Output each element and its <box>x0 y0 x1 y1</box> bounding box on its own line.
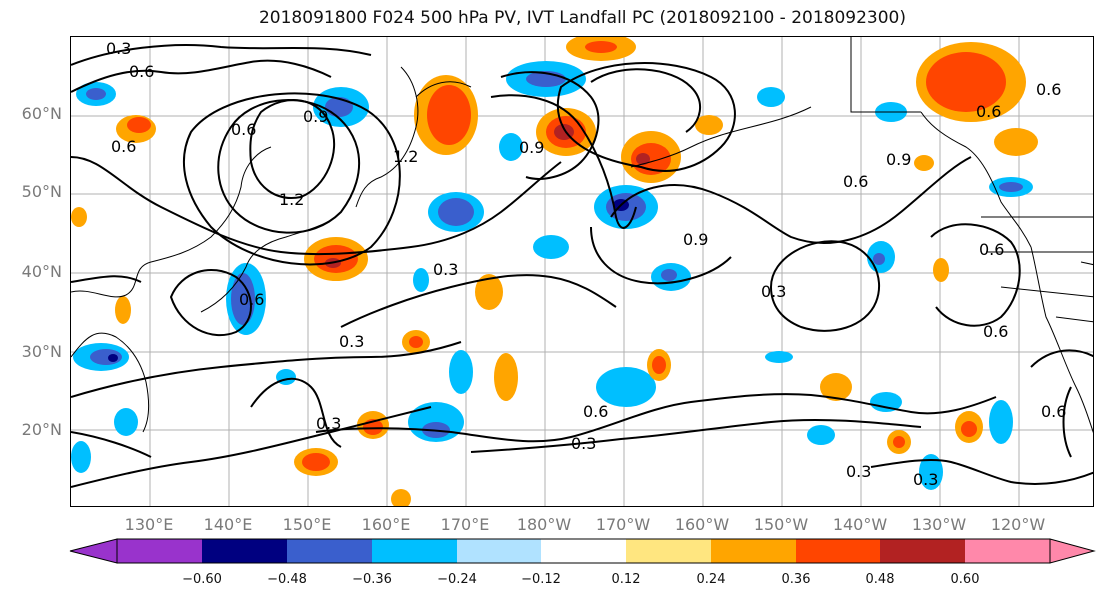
contour-label: 0.3 <box>339 332 364 351</box>
coastlines <box>71 37 1093 434</box>
lon-label-140e: 140°E <box>203 515 253 534</box>
colorbar-tick-label: 0.36 <box>781 572 811 587</box>
colorbar-tick-label: 0.60 <box>950 572 980 587</box>
colorbar-tick-label: −0.48 <box>267 572 307 587</box>
colorbar-tick-label: 0.12 <box>611 572 641 587</box>
contour-label: 0.6 <box>843 172 868 191</box>
contour-label: 0.3 <box>761 282 786 301</box>
colorbar-extend-min <box>69 538 118 564</box>
lon-label-130e: 130°E <box>124 515 174 534</box>
lat-label-30n: 30°N <box>21 342 62 361</box>
contour-label: 0.6 <box>979 240 1004 259</box>
contour-label: 0.6 <box>231 120 256 139</box>
colorbar-tick-label: −0.12 <box>521 572 561 587</box>
pv-shading <box>71 37 1038 506</box>
contour-label: 0.6 <box>129 62 154 81</box>
contour-label: 0.6 <box>239 290 264 309</box>
lon-label-120w: 120°W <box>990 515 1046 534</box>
colorbar-segment <box>711 539 796 563</box>
lon-label-140w: 140°W <box>832 515 888 534</box>
contour-label: 1.2 <box>393 147 418 166</box>
lat-label-50n: 50°N <box>21 182 62 201</box>
colorbar-segment <box>457 539 541 563</box>
lon-label-130w: 130°W <box>911 515 967 534</box>
colorbar-tick-label: −0.24 <box>437 572 477 587</box>
contour-label: 0.6 <box>583 402 608 421</box>
colorbar-extend-max <box>1049 538 1096 564</box>
contour-label: 0.6 <box>983 322 1008 341</box>
colorbar-segment <box>117 539 202 563</box>
colorbar-tick-label: −0.60 <box>182 572 222 587</box>
colorbar-segment <box>372 539 457 563</box>
contour-label: 0.9 <box>303 107 328 126</box>
lat-label-40n: 40°N <box>21 262 62 281</box>
colorbar-segment <box>541 539 626 563</box>
lon-label-180w: 180°W <box>516 515 572 534</box>
colorbar-tick-label: 0.24 <box>696 572 726 587</box>
map-canvas: 0.3 0.6 0.6 0.9 1.2 1.2 0.9 0.9 0.6 0.9 … <box>71 37 1093 506</box>
lon-label-170e: 170°E <box>440 515 490 534</box>
contour-label: 0.3 <box>106 39 131 58</box>
contour-label: 0.9 <box>519 138 544 157</box>
contour-labels: 0.3 0.6 0.6 0.9 1.2 1.2 0.9 0.9 0.6 0.9 … <box>106 39 1066 489</box>
colorbar-segment <box>626 539 711 563</box>
contour-label: 0.3 <box>846 462 871 481</box>
contour-label: 0.6 <box>1036 80 1061 99</box>
contour-label: 0.3 <box>571 434 596 453</box>
contour-label: 0.6 <box>1041 402 1066 421</box>
contour-label: 0.3 <box>913 470 938 489</box>
colorbar-tick-label: 0.48 <box>865 572 895 587</box>
contour-label: 0.9 <box>683 230 708 249</box>
contour-label: 0.3 <box>316 414 341 433</box>
contour-label: 0.9 <box>886 150 911 169</box>
contour-label: 0.6 <box>976 102 1001 121</box>
pv-contours <box>71 44 1093 488</box>
lon-label-150w: 150°W <box>753 515 809 534</box>
lat-label-20n: 20°N <box>21 420 62 439</box>
map-title: 2018091800 F024 500 hPa PV, IVT Landfall… <box>258 8 906 28</box>
lon-label-160e: 160°E <box>361 515 411 534</box>
colorbar-tick-label: −0.36 <box>352 572 392 587</box>
colorbar-segment <box>796 539 880 563</box>
colorbar <box>69 538 1096 564</box>
colorbar-segment <box>965 539 1050 563</box>
lat-label-60n: 60°N <box>21 104 62 123</box>
colorbar-segment <box>202 539 287 563</box>
contour-label: 0.3 <box>433 260 458 279</box>
contour-label: 0.6 <box>111 137 136 156</box>
colorbar-segment <box>880 539 965 563</box>
lon-label-170w: 170°W <box>595 515 651 534</box>
map-panel: 0.3 0.6 0.6 0.9 1.2 1.2 0.9 0.9 0.6 0.9 … <box>70 36 1094 507</box>
colorbar-segment <box>287 539 372 563</box>
lon-label-150e: 150°E <box>282 515 332 534</box>
lon-label-160w: 160°W <box>674 515 730 534</box>
contour-label: 1.2 <box>279 190 304 209</box>
